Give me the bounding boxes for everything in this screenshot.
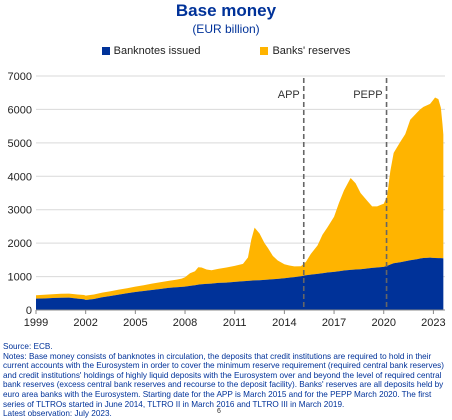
legend-item-banknotes: Banknotes issued [101,43,201,59]
y-tick-label: 1000 [8,272,32,284]
chart-subtitle: (EUR billion) [192,22,260,36]
y-tick-label: 7000 [8,71,32,83]
x-tick-label: 2014 [272,317,296,329]
base-money-chart: APP PEPP 1999 2002 2005 2008 2011 2014 2017 2020… [8,71,446,329]
x-tick-label: 2002 [73,317,97,329]
x-tick-label: 2005 [123,317,147,329]
y-tick-label: 3000 [8,205,32,217]
latest-observation: Latest observation: July 2023. [3,409,112,419]
chart-notes: Source: ECB. Notes: Base money consists … [3,342,449,419]
area-banks-reserves [36,97,444,300]
x-tick-label: 1999 [24,317,48,329]
x-tick-label: 2017 [322,317,346,329]
gridlines [36,75,445,278]
y-axis: 0 1000 2000 3000 4000 5000 6000 7000 [8,71,32,317]
y-tick-label: 0 [26,305,32,317]
stacked-areas [36,97,444,310]
x-tick-label: 2023 [421,317,445,329]
y-tick-label: 6000 [8,104,32,116]
y-tick-label: 4000 [8,171,32,183]
legend-item-reserves: Banks' reserves [260,43,350,59]
legend-swatch-reserves [260,47,269,55]
area-banknotes-issued [36,257,444,310]
source-note: Source: ECB. [3,342,53,351]
y-tick-label: 2000 [8,238,32,250]
legend-label-reserves: Banks' reserves [272,45,351,57]
page-number: 6 [217,408,221,415]
annotation-label: APP [278,89,300,101]
y-tick-label: 5000 [8,138,32,150]
annotation-label: PEPP [353,89,382,101]
chart-legend: Banknotes issued Banks' reserves [0,43,452,59]
notes-text: Notes: Base money consists of banknotes … [3,351,444,409]
x-tick-label: 2011 [223,317,247,329]
x-tick-label: 2020 [371,317,395,329]
event-annotations: APP PEPP [278,78,388,310]
x-tick-label: 2008 [173,317,197,329]
chart-title: Base money [175,1,277,20]
legend-label-banknotes: Banknotes issued [113,45,201,57]
legend-swatch-banknotes [101,47,110,55]
x-axis: 1999 2002 2005 2008 2011 2014 2017 2020 2023 [24,309,446,329]
